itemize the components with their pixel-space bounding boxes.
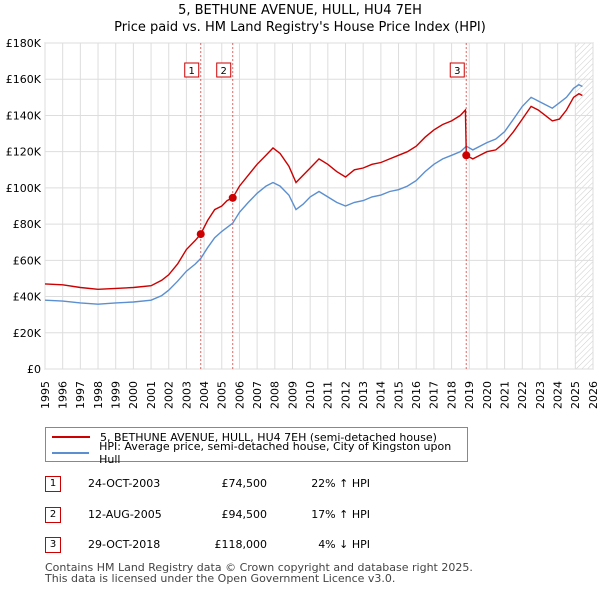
transaction-row: 2 12-AUG-2005 £94,500 17% ↑ HPI bbox=[0, 507, 600, 525]
x-tick-label: 2001 bbox=[145, 381, 158, 409]
footer-licence: This data is licensed under the Open Gov… bbox=[45, 572, 396, 585]
legend-hpi-swatch bbox=[52, 452, 90, 454]
y-tick-label: £80K bbox=[13, 218, 42, 231]
x-tick-label: 2015 bbox=[392, 381, 405, 409]
x-tick-label: 1999 bbox=[110, 381, 123, 409]
x-tick-label: 2021 bbox=[498, 381, 511, 409]
sale-number-box bbox=[216, 62, 232, 78]
transaction-hpi-diff: 17% ↑ HPI bbox=[311, 508, 370, 521]
transaction-date: 12-AUG-2005 bbox=[88, 508, 162, 521]
property-price-line bbox=[44, 92, 583, 291]
footer: Contains HM Land Registry data © Crown c… bbox=[45, 562, 473, 584]
x-tick-label: 2020 bbox=[481, 381, 494, 409]
x-tick-label: 2009 bbox=[286, 381, 299, 409]
price-chart: 1995 1996 1997 1998 1999 2000 2001 2002 2003 2004… bbox=[6, 37, 600, 409]
sale-number-label: 3 bbox=[454, 66, 460, 77]
x-tick-label: 1997 bbox=[74, 381, 87, 409]
chart-title: 5, BETHUNE AVENUE, HULL, HU4 7EH bbox=[178, 3, 422, 18]
legend-property-label: 5, BETHUNE AVENUE, HULL, HU4 7EH (semi-d… bbox=[100, 430, 437, 444]
y-tick-label: £20K bbox=[13, 327, 42, 340]
x-tick-label: 2017 bbox=[428, 381, 441, 409]
y-tick-label: £180K bbox=[6, 37, 42, 50]
chart-subtitle: Price paid vs. HM Land Registry's House … bbox=[114, 20, 486, 35]
legend: 5, BETHUNE AVENUE, HULL, HU4 7EH (semi-d… bbox=[45, 427, 468, 466]
x-tick-label: 1995 bbox=[39, 381, 52, 409]
x-tick-label: 2019 bbox=[463, 381, 476, 409]
y-tick-label: £160K bbox=[6, 73, 42, 86]
x-tick-label: 2012 bbox=[339, 381, 352, 409]
x-tick-label: 2013 bbox=[357, 381, 370, 409]
legend-hpi: HPI: Average price, semi-detached house,… bbox=[52, 440, 467, 466]
x-tick-label: 2008 bbox=[269, 381, 282, 409]
sale-number-box bbox=[184, 62, 200, 78]
sale-point bbox=[462, 151, 471, 160]
x-tick-label: 2006 bbox=[233, 381, 246, 409]
y-tick-label: £120K bbox=[6, 146, 42, 159]
y-tick-label: £140K bbox=[6, 109, 42, 122]
future-shade bbox=[575, 43, 593, 369]
x-tick-label: 2004 bbox=[198, 381, 211, 409]
transaction-date: 24-OCT-2003 bbox=[88, 477, 161, 490]
x-tick-label: 1998 bbox=[92, 381, 105, 409]
transaction-price: £118,000 bbox=[214, 538, 268, 551]
y-tick-label: £40K bbox=[13, 291, 42, 304]
x-tick-label: 1996 bbox=[57, 381, 70, 409]
sale-number-label: 2 bbox=[221, 66, 227, 77]
footer-copyright: Contains HM Land Registry data © Crown c… bbox=[45, 561, 473, 574]
y-tick-label: £60K bbox=[13, 254, 42, 267]
x-tick-label: 2005 bbox=[216, 381, 229, 409]
transaction-row: 3 29-OCT-2018 £118,000 4% ↓ HPI bbox=[0, 537, 600, 555]
transaction-marker: 3 bbox=[45, 537, 61, 553]
x-tick-label: 2014 bbox=[375, 381, 388, 409]
transaction-date: 29-OCT-2018 bbox=[88, 538, 161, 551]
legend-hpi-label: HPI: Average price, semi-detached house,… bbox=[99, 440, 452, 466]
x-tick-label: 2025 bbox=[569, 381, 582, 409]
transaction-hpi-diff: 22% ↑ HPI bbox=[311, 477, 370, 490]
x-tick-label: 2003 bbox=[180, 381, 193, 409]
x-tick-label: 2022 bbox=[516, 381, 529, 409]
x-tick-label: 2026 bbox=[587, 381, 600, 409]
sale-point bbox=[196, 230, 205, 239]
y-tick-label: £100K bbox=[6, 182, 42, 195]
transaction-marker: 2 bbox=[45, 507, 61, 523]
transaction-price: £94,500 bbox=[221, 508, 268, 521]
transaction-price: £74,500 bbox=[221, 477, 268, 490]
x-tick-label: 2024 bbox=[551, 381, 564, 409]
x-tick-label: 2000 bbox=[127, 381, 140, 409]
legend-property: 5, BETHUNE AVENUE, HULL, HU4 7EH (semi-d… bbox=[52, 430, 437, 444]
x-tick-label: 2016 bbox=[410, 381, 423, 409]
sale-number-label: 1 bbox=[189, 66, 195, 77]
transaction-marker: 1 bbox=[45, 476, 61, 492]
legend-property-swatch bbox=[52, 436, 90, 438]
hpi-line bbox=[44, 83, 583, 305]
x-tick-label: 2010 bbox=[304, 381, 317, 409]
y-tick-label: £0 bbox=[27, 363, 41, 376]
sale-point bbox=[228, 193, 237, 202]
x-tick-label: 2002 bbox=[163, 381, 176, 409]
transaction-hpi-diff: 4% ↓ HPI bbox=[318, 538, 370, 551]
plot-area bbox=[44, 42, 594, 370]
x-tick-label: 2023 bbox=[534, 381, 547, 409]
x-tick-label: 2018 bbox=[445, 381, 458, 409]
transaction-row: 1 24-OCT-2003 £74,500 22% ↑ HPI bbox=[0, 476, 600, 494]
sale-number-box bbox=[449, 62, 465, 78]
x-tick-label: 2011 bbox=[322, 381, 335, 409]
x-tick-label: 2007 bbox=[251, 381, 264, 409]
